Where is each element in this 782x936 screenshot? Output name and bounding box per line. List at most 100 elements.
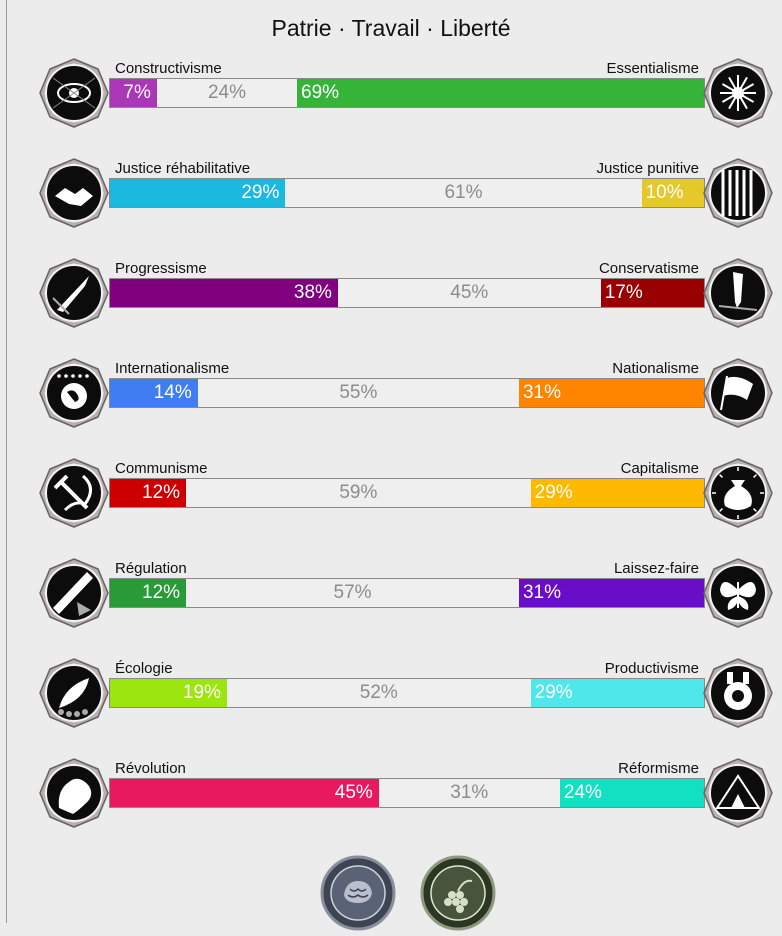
flower-icon: [703, 58, 773, 128]
axis-right-label: Réformisme: [618, 760, 699, 777]
neutral-percent: 59%: [339, 482, 378, 503]
axis-left-label: Internationalisme: [115, 360, 230, 377]
neutral-percent: 31%: [450, 782, 489, 803]
axis-left-label: Communisme: [115, 460, 208, 477]
neutral-percent: 55%: [339, 382, 378, 403]
axis-row: Internationalisme Nationalisme 14% 55% 3…: [0, 358, 782, 460]
tent-icon: [703, 758, 773, 828]
grape-seal-icon: [420, 855, 496, 931]
axis-row: Progressisme Conservatisme 38% 45% 17%: [0, 258, 782, 360]
left-percent: 29%: [241, 182, 280, 203]
left-segment: 29%: [110, 179, 286, 207]
right-percent: 17%: [604, 282, 643, 303]
left-percent: 19%: [182, 682, 221, 703]
axis-left-label: Révolution: [115, 760, 186, 777]
left-percent: 12%: [142, 482, 181, 503]
neutral-percent: 61%: [444, 182, 483, 203]
left-percent: 12%: [142, 582, 181, 603]
plant-icon: [39, 658, 109, 728]
neutral-segment: 45%: [338, 279, 601, 307]
neutral-segment: 61%: [285, 179, 641, 207]
brain-seal-icon: [320, 855, 396, 931]
flag-icon: [703, 358, 773, 428]
axis-bar: 38% 45% 17%: [109, 278, 705, 308]
left-segment: 12%: [110, 579, 187, 607]
axis-left-label: Justice réhabilitative: [115, 160, 251, 177]
neutral-segment: 24%: [157, 79, 297, 107]
right-segment: 31%: [518, 379, 704, 407]
right-segment: 10%: [641, 179, 704, 207]
axis-row: Justice réhabilitative Justice punitive …: [0, 158, 782, 260]
right-percent: 31%: [522, 582, 561, 603]
right-segment: 29%: [530, 479, 704, 507]
axis-right-label: Productivisme: [604, 660, 699, 677]
left-segment: 38%: [110, 279, 338, 307]
factory-gear-icon: [703, 658, 773, 728]
neutral-percent: 57%: [333, 582, 372, 603]
ruler-icon: [39, 558, 109, 628]
right-segment: 17%: [600, 279, 704, 307]
axis-bar: 29% 61% 10%: [109, 178, 705, 208]
axis-right-label: Conservatisme: [598, 260, 699, 277]
axis-right-label: Justice punitive: [596, 160, 699, 177]
neutral-segment: 31%: [379, 779, 560, 807]
axis-right-label: Essentialisme: [606, 60, 699, 77]
neutral-percent: 24%: [207, 82, 246, 103]
axis-bar: 7% 24% 69%: [109, 78, 705, 108]
right-segment: 69%: [297, 79, 704, 107]
axis-left-label: Progressisme: [115, 260, 207, 277]
axis-right-label: Laissez-faire: [613, 560, 699, 577]
right-segment: 31%: [518, 579, 704, 607]
left-segment: 45%: [110, 779, 379, 807]
rocket-icon: [39, 258, 109, 328]
fist-icon: [39, 758, 109, 828]
axis-left-label: Écologie: [115, 660, 173, 677]
axis-row: Écologie Productivisme 19% 52% 29%: [0, 658, 782, 760]
axis-row: Communisme Capitalisme 12% 59% 29%: [0, 458, 782, 560]
left-percent: 7%: [123, 82, 151, 103]
right-segment: 24%: [559, 779, 704, 807]
right-percent: 29%: [534, 682, 573, 703]
quill-icon: [703, 258, 773, 328]
left-segment: 19%: [110, 679, 227, 707]
axis-row: Constructivisme Essentialisme 7% 24% 69%: [0, 58, 782, 160]
left-segment: 12%: [110, 479, 187, 507]
globe-icon: [39, 358, 109, 428]
right-percent: 24%: [563, 782, 602, 803]
prison-bars-icon: [703, 158, 773, 228]
right-percent: 31%: [522, 382, 561, 403]
left-segment: 7%: [110, 79, 157, 107]
money-bag-icon: [703, 458, 773, 528]
axis-bar: 12% 59% 29%: [109, 478, 705, 508]
left-percent: 45%: [334, 782, 373, 803]
neutral-segment: 52%: [227, 679, 531, 707]
left-divider: [6, 0, 7, 923]
left-percent: 14%: [153, 382, 192, 403]
axis-right-label: Capitalisme: [620, 460, 699, 477]
neutral-percent: 45%: [450, 282, 489, 303]
axis-left-label: Constructivisme: [115, 60, 222, 77]
butterfly-icon: [703, 558, 773, 628]
neutral-segment: 59%: [186, 479, 531, 507]
right-segment: 29%: [530, 679, 704, 707]
right-percent: 29%: [534, 482, 573, 503]
handshake-icon: [39, 158, 109, 228]
axis-bar: 12% 57% 31%: [109, 578, 705, 608]
neutral-segment: 55%: [198, 379, 519, 407]
page-title: Patrie · Travail · Liberté: [271, 15, 511, 41]
right-percent: 10%: [645, 182, 684, 203]
neutral-segment: 57%: [186, 579, 519, 607]
eye-icon: [39, 58, 109, 128]
right-percent: 69%: [301, 82, 340, 103]
neutral-percent: 52%: [359, 682, 398, 703]
hammer-sickle-icon: [39, 458, 109, 528]
left-segment: 14%: [110, 379, 198, 407]
left-percent: 38%: [293, 282, 332, 303]
axis-bar: 14% 55% 31%: [109, 378, 705, 408]
axis-row: Régulation Laissez-faire 12% 57% 31%: [0, 558, 782, 660]
axis-right-label: Nationalisme: [612, 360, 699, 377]
axis-bar: 19% 52% 29%: [109, 678, 705, 708]
axis-bar: 45% 31% 24%: [109, 778, 705, 808]
axis-row: Révolution Réformisme 45% 31% 24%: [0, 758, 782, 860]
axis-left-label: Régulation: [115, 560, 187, 577]
